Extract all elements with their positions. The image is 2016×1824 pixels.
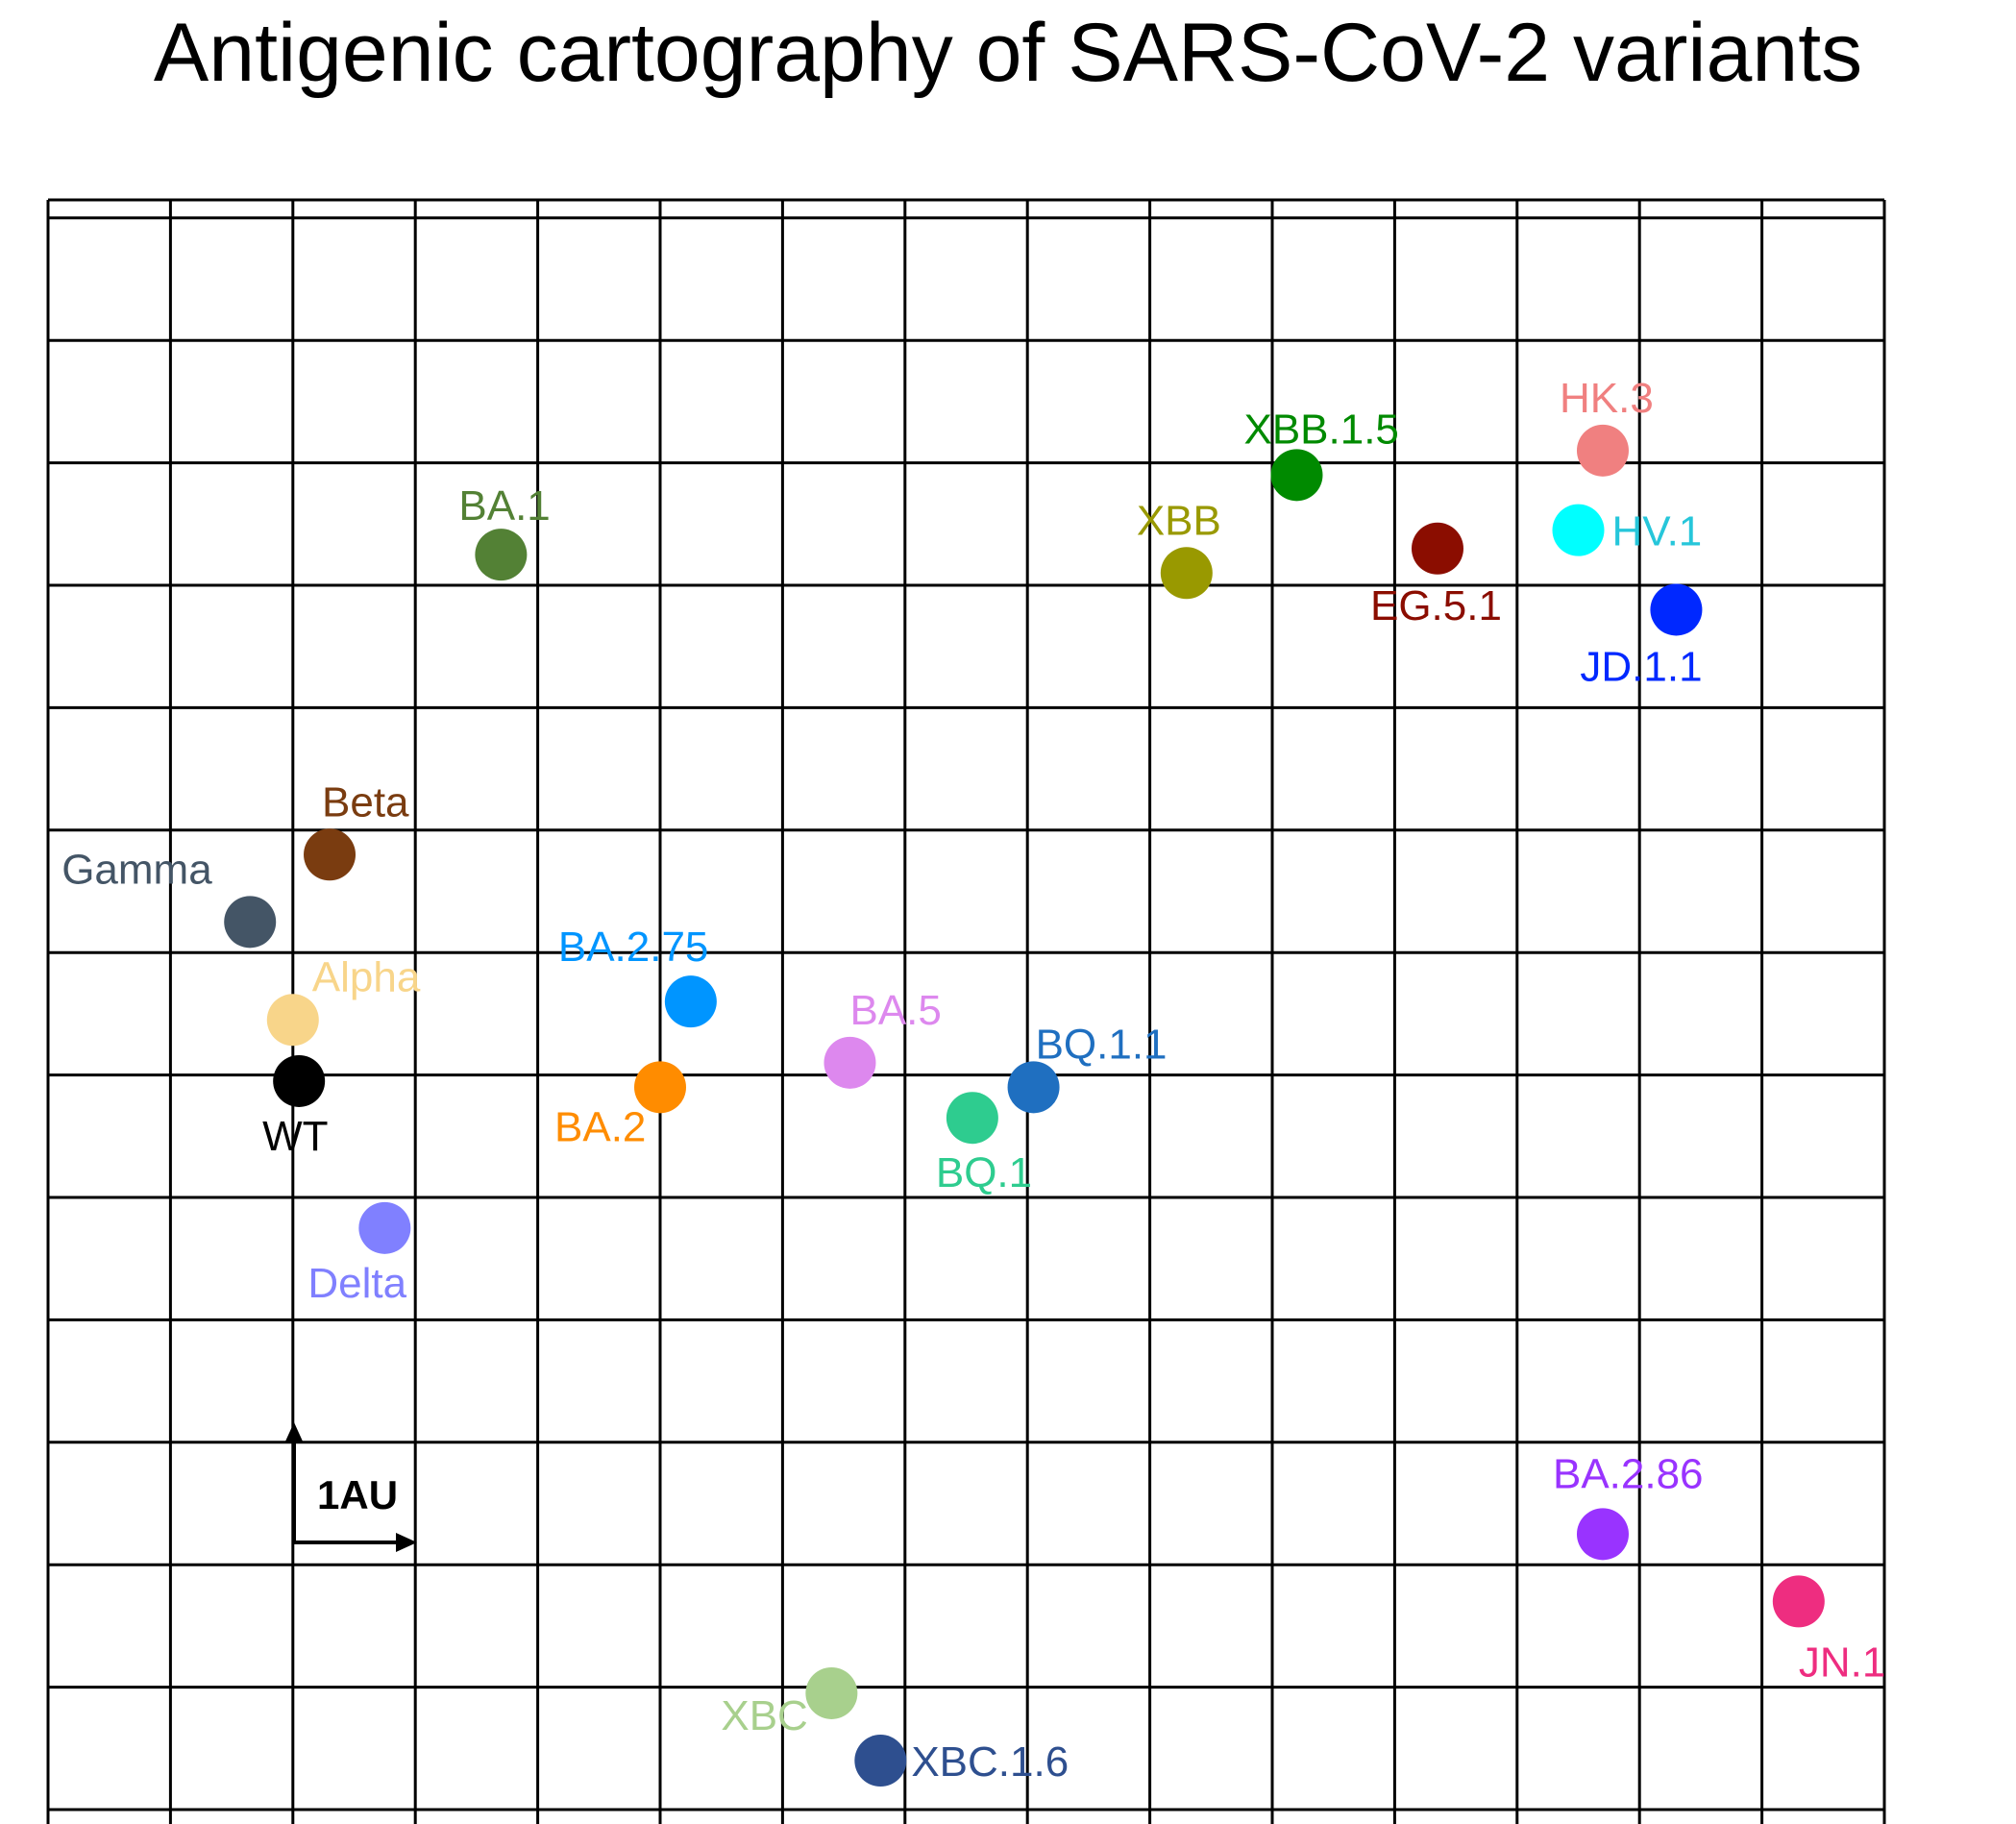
variant-labels: BA.1 XBB XBB.1.5 EG.5.1 HK.3 HV.1 JD.1.1 Beta Ga… [61,375,1885,1786]
variant-label-xbc: XBC [721,1692,807,1739]
variant-point-gamma [224,896,277,949]
variant-label-bq-1-1: BQ.1.1 [1036,1021,1168,1068]
variant-point-beta [304,828,356,881]
variant-point-ba-2 [634,1061,686,1114]
variant-point-bq-1-1 [1007,1061,1060,1114]
variant-point-xbc [805,1666,858,1719]
scale-bar: 1AU [284,1422,417,1552]
variant-label-hv-1: HV.1 [1612,508,1703,555]
variant-label-alpha: Alpha [312,953,421,1000]
variant-label-gamma: Gamma [61,846,212,893]
variant-label-eg-5-1: EG.5.1 [1370,582,1502,629]
variant-point-delta [358,1201,411,1254]
variant-label-ba-5: BA.5 [849,987,941,1034]
variant-point-hv-1 [1552,504,1605,556]
variant-point-ba-5 [824,1036,876,1089]
grid [46,198,1886,1824]
variant-point-xbb [1160,547,1213,600]
variant-label-xbb: XBB [1137,497,1221,544]
variant-point-bq-1 [946,1092,998,1145]
variant-label-delta: Delta [307,1260,406,1307]
variant-label-jd-1-1: JD.1.1 [1580,643,1702,690]
variant-label-ba-2-75: BA.2.75 [558,924,709,971]
variant-label-ba-2-86: BA.2.86 [1553,1450,1704,1497]
variant-label-xbb-1-5: XBB.1.5 [1243,406,1398,453]
variant-point-wt [273,1054,326,1107]
variant-point-ba-1 [475,529,528,581]
variant-point-jd-1-1 [1650,583,1703,636]
variant-point-ba-2-86 [1576,1508,1629,1561]
scale-arrow-up-head [284,1422,304,1443]
variant-label-jn-1: JN.1 [1799,1639,1885,1686]
variant-label-wt: WT [262,1113,328,1160]
variant-point-eg-5-1 [1411,522,1463,575]
variant-point-xbc-1-6 [854,1735,907,1787]
variant-point-ba-2-75 [664,975,717,1028]
variant-label-xbc-1-6: XBC.1.6 [911,1738,1069,1786]
scale-arrow-right-head [396,1533,417,1552]
variant-label-ba-2: BA.2 [554,1103,646,1150]
variant-label-bq-1: BQ.1 [936,1149,1032,1196]
variant-label-beta: Beta [322,778,409,826]
variant-point-jn-1 [1772,1575,1825,1628]
variant-point-alpha [266,994,319,1047]
chart-title: Antigenic cartography of SARS-CoV-2 vari… [153,7,1863,99]
variant-label-ba-1: BA.1 [458,482,550,530]
variant-point-xbb-1-5 [1270,449,1323,502]
variant-point-hk-3 [1576,424,1629,477]
variant-points [224,424,1825,1787]
variant-label-hk-3: HK.3 [1560,375,1654,422]
scale-bar-label: 1AU [317,1472,398,1517]
